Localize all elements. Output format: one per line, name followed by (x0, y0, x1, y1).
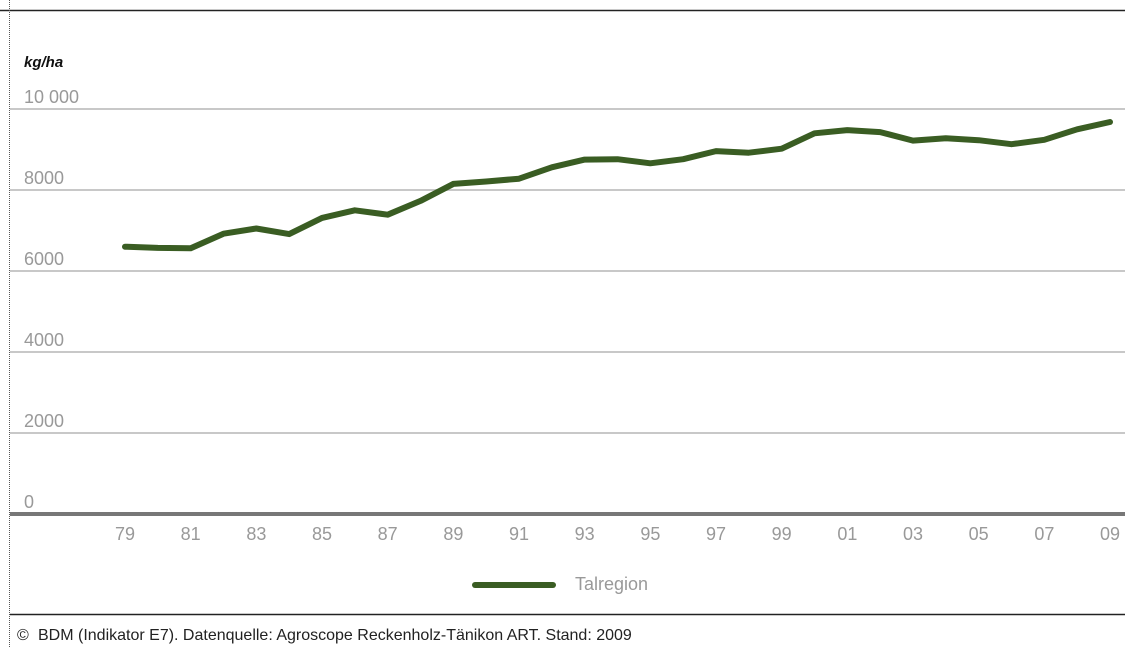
y-tick-label: 4000 (24, 330, 64, 350)
source-text: BDM (Indikator E7). Datenquelle: Agrosco… (38, 627, 632, 644)
legend: Talregion (472, 574, 648, 594)
x-tick-label: 81 (181, 524, 201, 544)
x-tick-label: 03 (903, 524, 923, 544)
x-tick-label: 01 (837, 524, 857, 544)
y-tick-label: 8000 (24, 168, 64, 188)
y-tick-label: 6000 (24, 249, 64, 269)
x-tick-label: 97 (706, 524, 726, 544)
y-tick-label: 2000 (24, 411, 64, 431)
y-unit-label: kg/ha (24, 54, 63, 71)
series-line-talregion (122, 119, 1113, 252)
x-tick-label: 91 (509, 524, 529, 544)
x-tick-label: 85 (312, 524, 332, 544)
x-tick-label: 83 (246, 524, 266, 544)
x-tick-label: 95 (640, 524, 660, 544)
y-tick-label: 10 000 (24, 87, 79, 107)
gridlines (10, 108, 1125, 516)
copyright-symbol: © (17, 627, 29, 644)
x-tick-label: 07 (1034, 524, 1054, 544)
x-tick-label: 89 (443, 524, 463, 544)
x-tick-label: 79 (115, 524, 135, 544)
x-tick-label: 09 (1100, 524, 1120, 544)
x-tick-label: 05 (969, 524, 989, 544)
series-lines (122, 119, 1113, 252)
legend-label-talregion: Talregion (575, 574, 648, 594)
x-tick-label: 87 (378, 524, 398, 544)
x-tick-label: 93 (575, 524, 595, 544)
y-tick-label: 0 (24, 492, 34, 512)
y-tick-labels: 0 2000 4000 6000 8000 10 000 (24, 87, 79, 512)
x-tick-labels: 79 81 83 85 87 89 91 93 95 97 99 01 03 05 07 09 (115, 524, 1120, 544)
x-tick-label: 99 (772, 524, 792, 544)
